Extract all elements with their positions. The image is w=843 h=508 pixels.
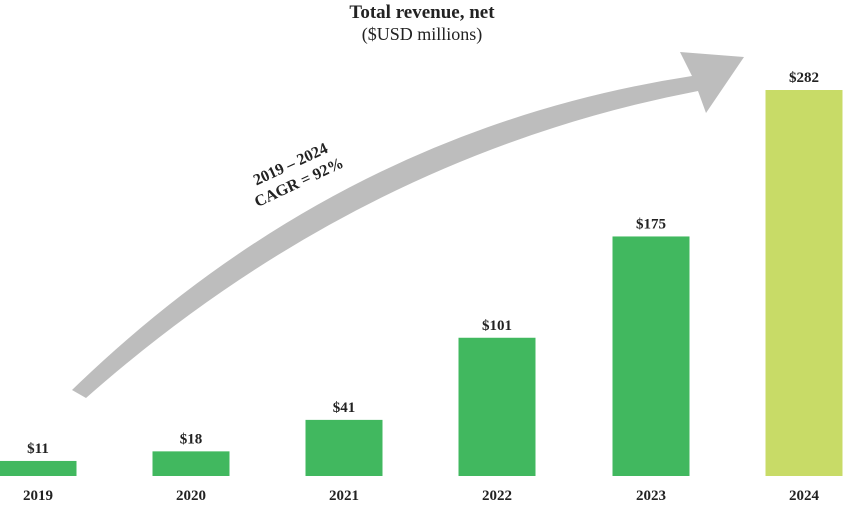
chart-title: Total revenue, net bbox=[349, 2, 495, 23]
data-label-2021: $41 bbox=[333, 400, 356, 416]
x-tick-2020: 2020 bbox=[176, 488, 206, 504]
data-labels-group: $11 $18 $41 $101 $175 $282 bbox=[27, 70, 819, 457]
x-tick-2022: 2022 bbox=[482, 488, 512, 504]
bar-2020 bbox=[152, 451, 230, 476]
chart-subtitle: ($USD millions) bbox=[362, 24, 483, 45]
x-tick-2021: 2021 bbox=[329, 488, 359, 504]
bar-2024 bbox=[765, 90, 843, 476]
data-label-2019: $11 bbox=[27, 441, 49, 457]
cagr-arrow bbox=[72, 52, 744, 398]
bar-2022 bbox=[458, 337, 536, 476]
data-label-2022: $101 bbox=[482, 318, 512, 334]
data-label-2023: $175 bbox=[636, 216, 666, 232]
data-label-2020: $18 bbox=[180, 431, 203, 447]
data-label-2024: $282 bbox=[789, 70, 819, 86]
bar-2019 bbox=[0, 460, 77, 476]
bar-2023 bbox=[612, 236, 690, 476]
bar-2021 bbox=[305, 419, 383, 476]
bars-group bbox=[0, 90, 843, 476]
x-tick-2019: 2019 bbox=[23, 488, 53, 504]
x-axis-ticks: 2019 2020 2021 2022 2023 2024 bbox=[23, 488, 820, 504]
x-tick-2023: 2023 bbox=[636, 488, 666, 504]
cagr-arrow-shape bbox=[72, 52, 744, 398]
x-tick-2024: 2024 bbox=[789, 488, 820, 504]
